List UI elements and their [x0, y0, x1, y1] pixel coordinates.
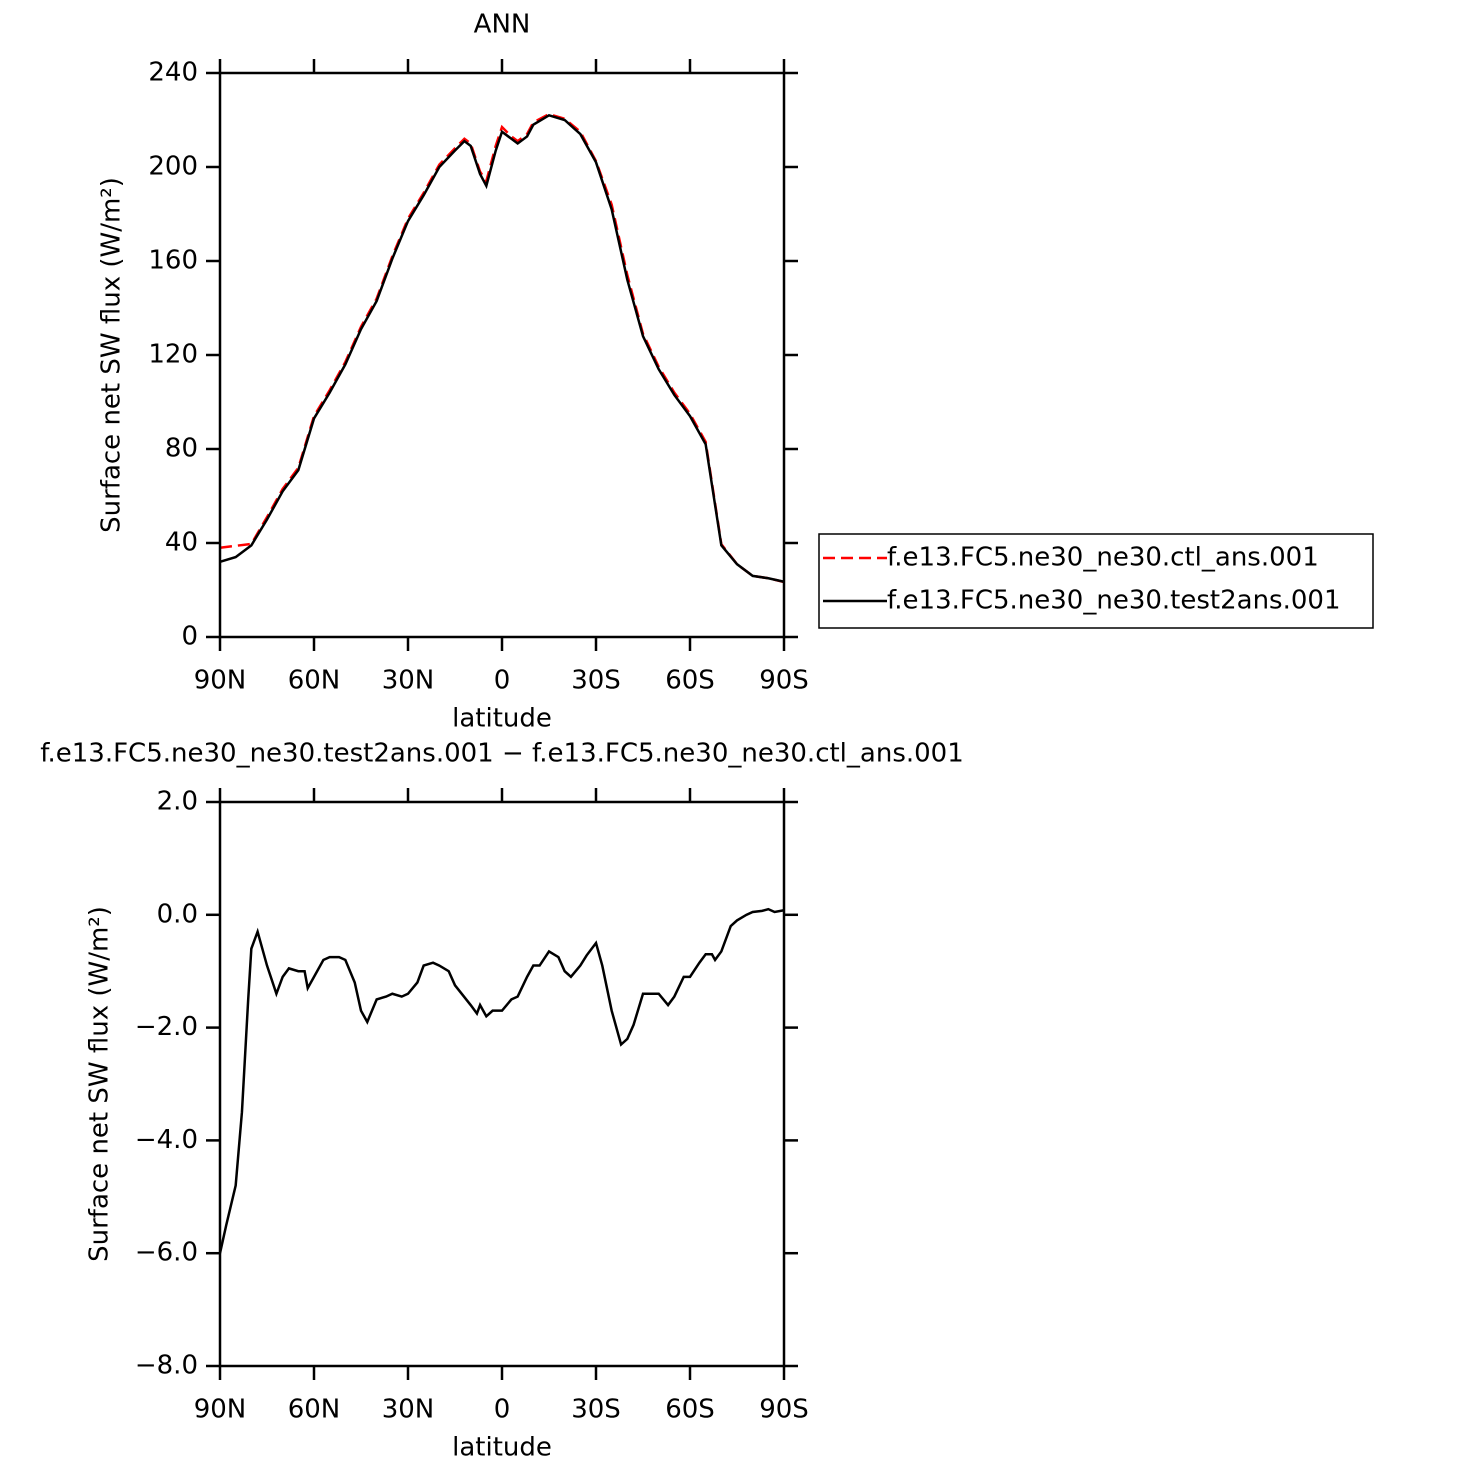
y-tick-label: 0 — [181, 622, 198, 652]
y-tick-label: −4.0 — [135, 1125, 198, 1155]
x-tick-label: 90N — [194, 666, 247, 696]
y-tick-label: 120 — [148, 340, 198, 370]
y-axis-label: Surface net SW flux (W/m²) — [85, 906, 115, 1262]
y-tick-label: 40 — [165, 528, 198, 558]
chart-title: ANN — [474, 10, 531, 40]
plot-frame — [218, 800, 786, 1368]
x-tick-label: 90N — [194, 1395, 247, 1425]
x-axis-label: latitude — [452, 1433, 552, 1463]
data-line — [219, 112, 785, 584]
x-tick-label: 30N — [382, 1395, 435, 1425]
x-tick-label: 30N — [382, 666, 435, 696]
x-tick-label: 30S — [571, 1395, 621, 1425]
data-line — [218, 907, 785, 1254]
y-tick-label: 200 — [148, 152, 198, 182]
x-tick-label: 0 — [494, 1395, 511, 1425]
y-tick-label: −2.0 — [135, 1012, 198, 1042]
y-tick-label: 2.0 — [157, 787, 198, 817]
legend-box — [818, 533, 1374, 629]
x-tick-label: 90S — [759, 666, 809, 696]
x-tick-label: 60S — [665, 1395, 715, 1425]
legend-label: f.e13.FC5.ne30_ne30.test2ans.001 — [887, 586, 1341, 616]
y-tick-label: −6.0 — [135, 1238, 198, 1268]
x-tick-label: 60N — [288, 666, 341, 696]
legend-label: f.e13.FC5.ne30_ne30.ctl_ans.001 — [887, 543, 1319, 573]
y-tick-label: 160 — [148, 246, 198, 276]
y-tick-label: 80 — [165, 434, 198, 464]
x-tick-label: 30S — [571, 666, 621, 696]
chart-title: f.e13.FC5.ne30_ne30.test2ans.001 − f.e13… — [40, 739, 964, 769]
x-tick-label: 60S — [665, 666, 715, 696]
plot-frame — [218, 71, 786, 639]
data-line — [219, 113, 785, 583]
y-tick-label: 240 — [148, 58, 198, 88]
x-tick-label: 90S — [759, 1395, 809, 1425]
y-tick-label: 0.0 — [157, 899, 198, 929]
x-axis-label: latitude — [452, 704, 552, 734]
y-axis-label: Surface net SW flux (W/m²) — [97, 177, 127, 533]
x-tick-label: 0 — [494, 666, 511, 696]
x-tick-label: 60N — [288, 1395, 341, 1425]
y-tick-label: −8.0 — [135, 1351, 198, 1381]
